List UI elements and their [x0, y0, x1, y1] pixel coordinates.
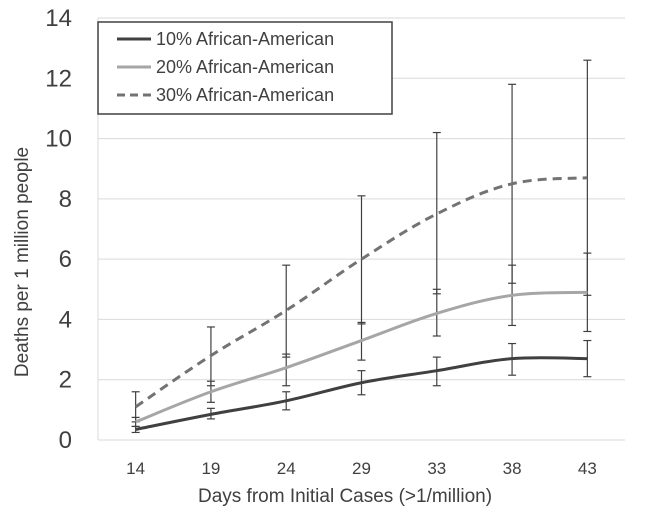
x-tick-label: 38 — [503, 459, 522, 478]
series-line-3 — [134, 176, 588, 409]
y-tick-label: 6 — [59, 246, 72, 273]
x-tick-label: 29 — [352, 459, 371, 478]
error-bars — [131, 59, 592, 434]
axis-labels: Days from Initial Cases (>1/million) Dea… — [12, 147, 492, 507]
legend-entry: 10% African-American — [117, 29, 334, 49]
legend-label: 20% African-American — [156, 57, 334, 77]
y-tick-label: 0 — [59, 427, 72, 454]
x-tick-label: 14 — [126, 459, 145, 478]
legend-entry: 30% African-American — [117, 85, 334, 105]
x-tick-label: 43 — [578, 459, 597, 478]
legend-label: 30% African-American — [156, 85, 334, 105]
y-tick-label: 12 — [45, 65, 72, 92]
legend-label: 10% African-American — [156, 29, 334, 49]
legend: 10% African-American 20% African-American… — [97, 21, 393, 115]
legend-entry: 20% African-American — [117, 57, 334, 77]
series-line-1 — [135, 356, 588, 431]
series-line-2 — [135, 290, 588, 424]
y-axis-label: Deaths per 1 million people — [12, 147, 33, 377]
y-tick-label: 4 — [59, 306, 72, 333]
y-tick-label: 8 — [59, 186, 72, 213]
series-lines — [134, 176, 588, 431]
error-bar — [432, 131, 441, 295]
y-tick-label: 2 — [59, 367, 72, 394]
x-tick-label: 33 — [427, 459, 446, 478]
error-bar — [282, 264, 291, 358]
y-tick-label: 10 — [45, 126, 72, 153]
x-tick-label: 19 — [201, 459, 220, 478]
y-tick-label: 14 — [45, 5, 72, 32]
x-axis-label: Days from Initial Cases (>1/million) — [198, 486, 492, 507]
error-bar — [357, 195, 366, 325]
x-tick-label: 24 — [277, 459, 296, 478]
